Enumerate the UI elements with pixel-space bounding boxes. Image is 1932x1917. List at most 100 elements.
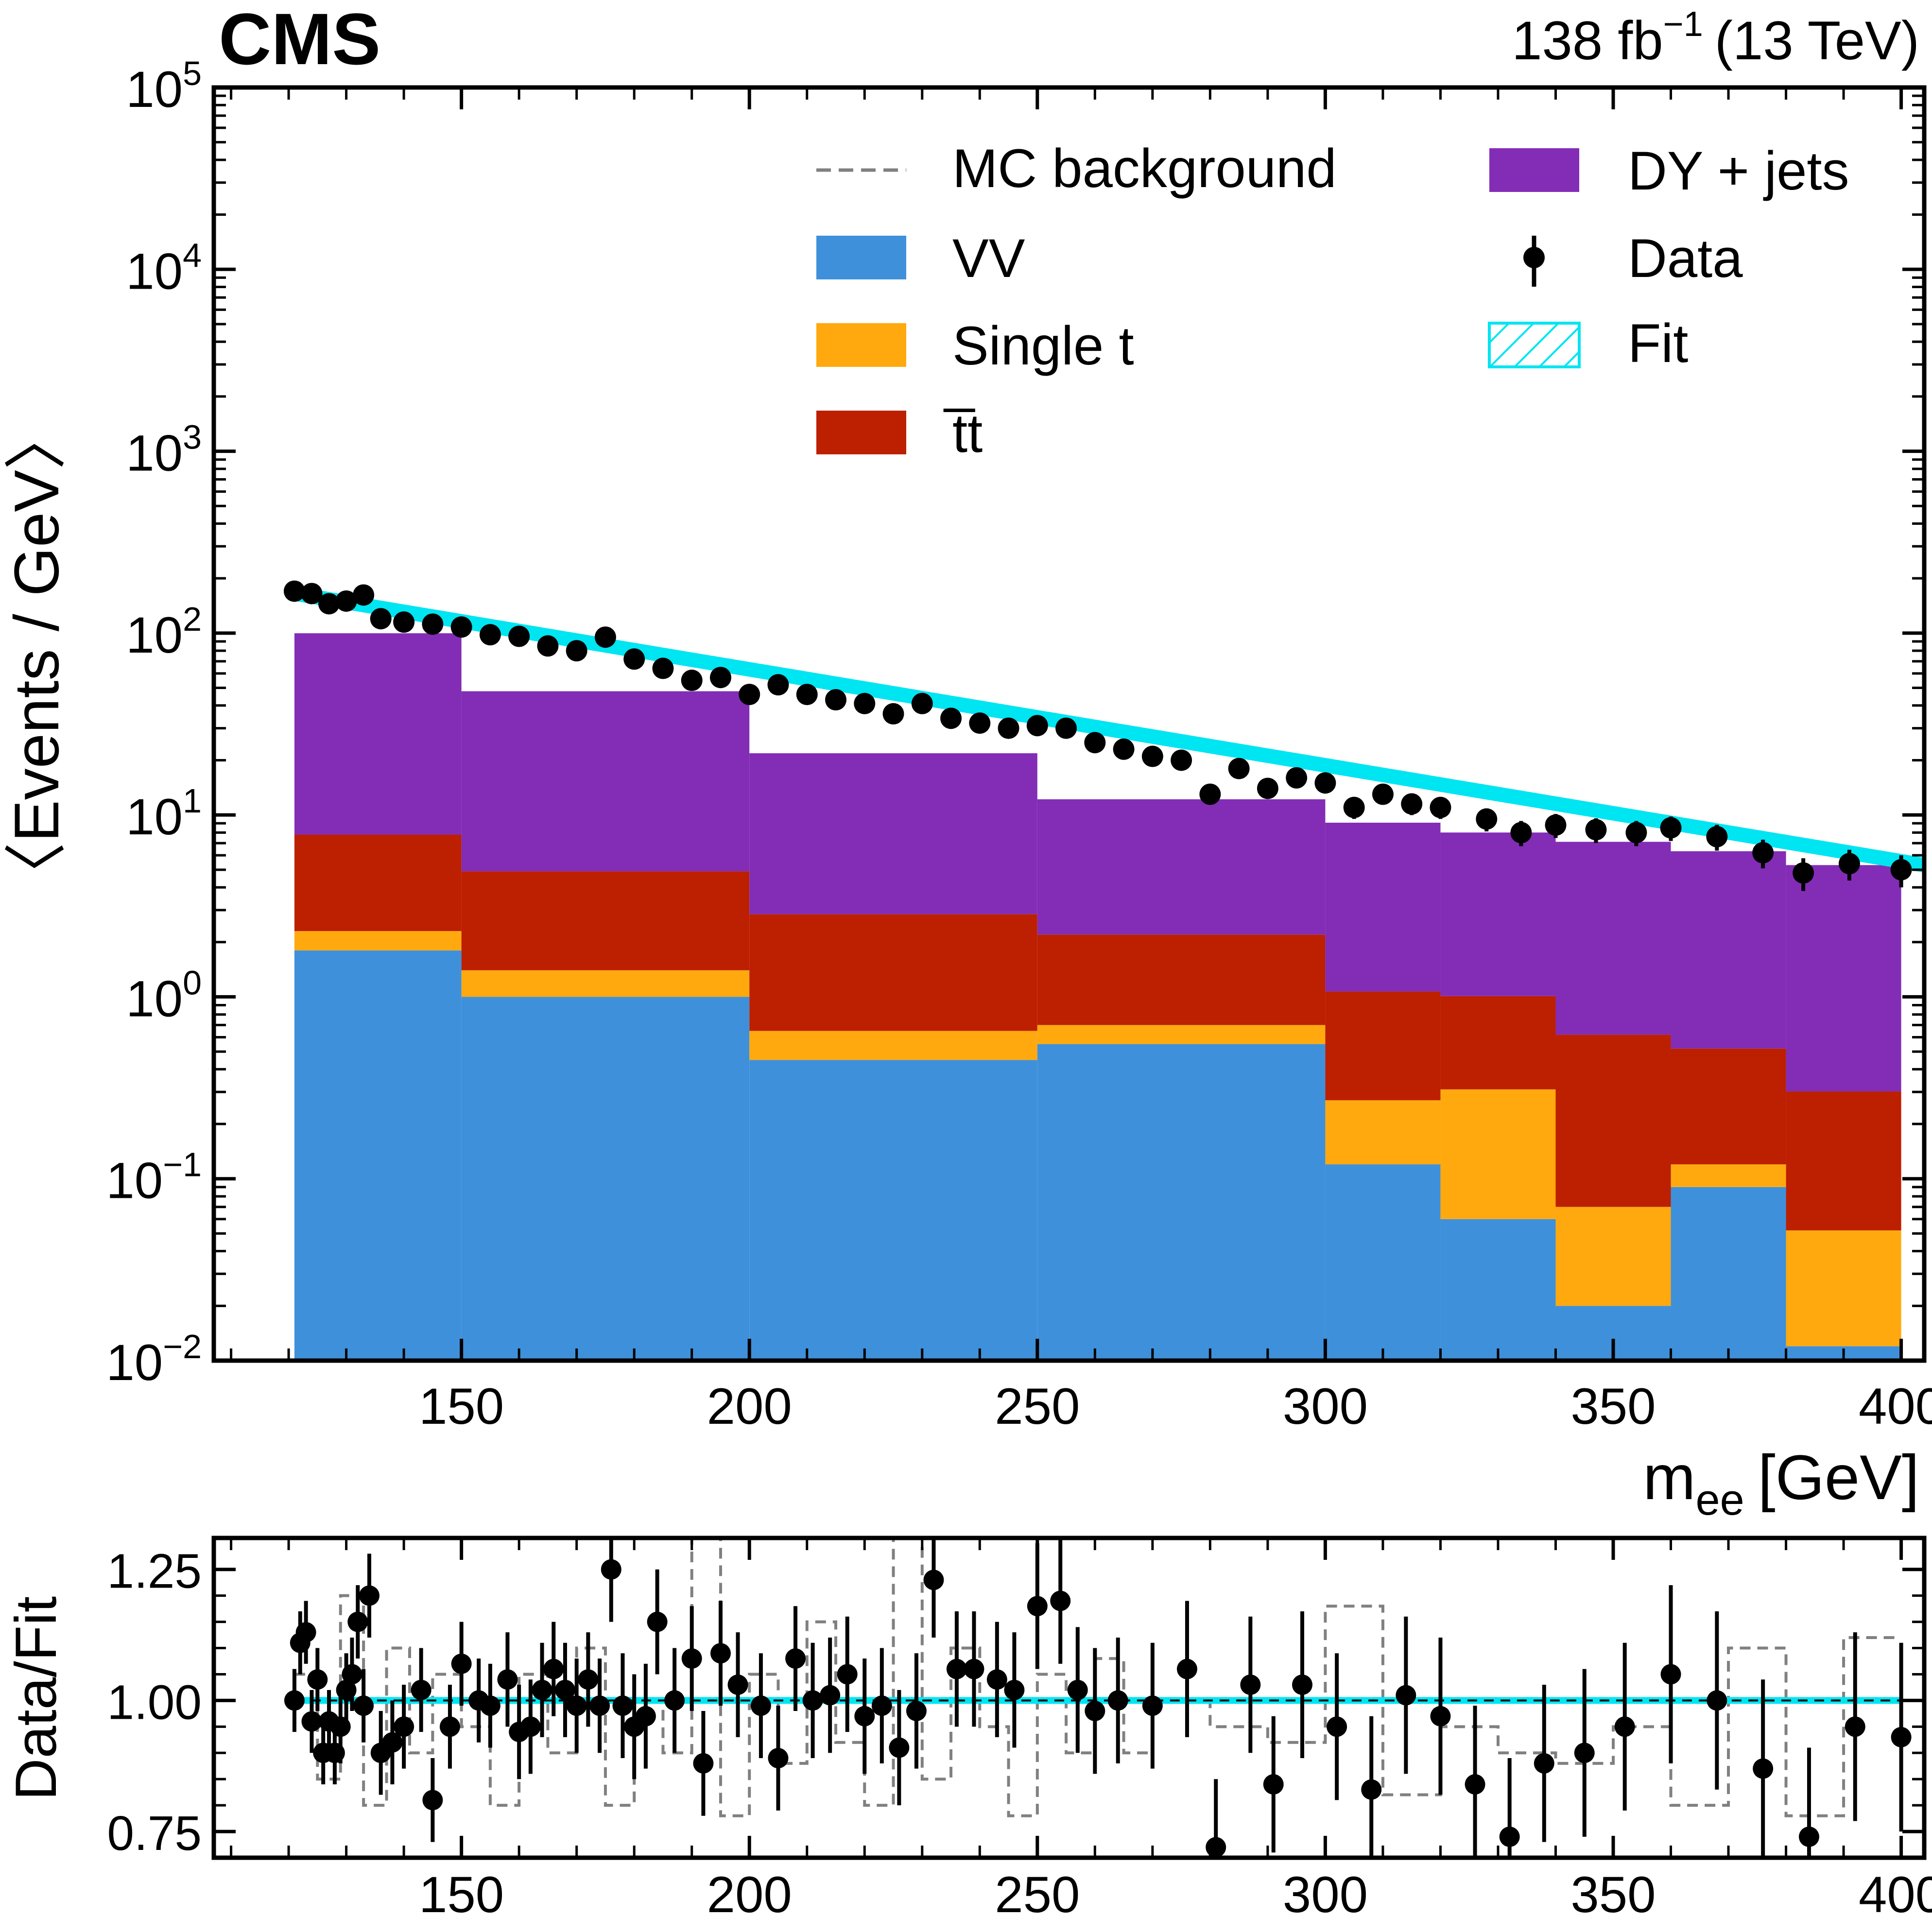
ratio-data-point [727, 1675, 748, 1695]
ratio-data-point [612, 1695, 633, 1716]
lumi-exponent: −1 [1663, 5, 1703, 44]
ratio-data-point [480, 1695, 500, 1716]
data-point [1141, 745, 1163, 767]
legend-ttbar-swatch [816, 411, 906, 454]
x-tick-label: 400 [1859, 1866, 1932, 1917]
hist-bar-dy-8 [1786, 865, 1901, 1092]
x-tick-label: 350 [1570, 1866, 1656, 1917]
ratio-data-point [1240, 1675, 1261, 1695]
experiment-label: CMS [219, 0, 380, 80]
legend-vv-label: VV [952, 228, 1025, 289]
data-point [301, 583, 323, 604]
ratio-data-point [1176, 1658, 1197, 1679]
ratio-frame [211, 1536, 1927, 1860]
data-point [370, 608, 392, 630]
main-y-axis-label: 〈Events / GeV〉 [1, 407, 72, 905]
data-point [1510, 822, 1532, 844]
ratio-data-point [347, 1611, 368, 1632]
hist-bar-dy-3 [1037, 799, 1326, 935]
ratio-data-point [1574, 1743, 1595, 1763]
ratio-data-points [284, 1538, 1912, 1858]
hist-bar-ttbar-2 [749, 914, 1037, 1031]
x-tick-label: 250 [995, 1866, 1080, 1917]
ratio-data-point [768, 1748, 789, 1769]
hist-bar-ttbar-5 [1440, 996, 1556, 1089]
hist-bar-dy-1 [461, 691, 750, 872]
ratio-y-tick-label: 1.25 [107, 1544, 202, 1599]
data-point [1286, 767, 1308, 789]
ratio-data-point [1534, 1753, 1554, 1774]
hist-bar-dy-4 [1325, 823, 1441, 992]
x-tick-label: 300 [1283, 1378, 1368, 1435]
y-tick-label: 10−1 [106, 1146, 202, 1209]
ratio-data-point [1142, 1695, 1163, 1716]
data-point [1585, 819, 1607, 841]
data-point [1343, 796, 1365, 818]
data-point [796, 684, 818, 706]
ratio-data-point [451, 1653, 472, 1674]
y-tick-label: 102 [126, 600, 202, 664]
data-point [537, 635, 559, 657]
ratio-data-point [439, 1716, 460, 1737]
data-point [998, 717, 1019, 739]
data-point [969, 712, 991, 734]
ratio-data-point [1465, 1774, 1485, 1795]
ratio-data-point [554, 1679, 575, 1700]
legend-ttbar-label: t̅t [943, 403, 983, 464]
ratio-data-point [295, 1622, 316, 1643]
ratio-y-tick-label: 0.75 [107, 1806, 202, 1861]
ratio-data-point [342, 1664, 362, 1685]
legend-single-t-swatch [816, 323, 906, 367]
ratio-data-point [693, 1753, 714, 1774]
ratio-data-point [1845, 1716, 1865, 1737]
hist-bar-single_t-0 [294, 931, 462, 950]
ratio-y-axis: 0.75 1.00 1.25 [107, 1544, 1924, 1861]
y-tick-label: 10−2 [106, 1328, 202, 1391]
x-tick-label: 200 [707, 1866, 792, 1917]
ratio-data-point [411, 1679, 431, 1700]
fit-band [293, 586, 1924, 873]
hist-bar-single_t-8 [1786, 1230, 1901, 1347]
data-point [652, 657, 674, 679]
main-panel: 10−2 10−1 100 101 102 103 104 105 150 200 250 300 3… [1, 54, 1932, 1524]
ratio-data-point [301, 1711, 322, 1732]
ratio-data-point [1430, 1706, 1451, 1727]
ratio-data-point [1396, 1685, 1416, 1706]
ratio-data-point [986, 1669, 1007, 1690]
hist-bar-vv-7 [1671, 1187, 1786, 1361]
ratio-data-point [1361, 1779, 1382, 1800]
ratio-data-point [601, 1559, 621, 1580]
legend-fit-swatch [1488, 322, 1581, 368]
hist-bar-ttbar-3 [1037, 934, 1326, 1025]
data-point [681, 670, 703, 691]
data-point [1838, 853, 1860, 875]
main-frame [211, 85, 1927, 1363]
data-point [1430, 796, 1451, 818]
legend-mc-background-label: MC background [952, 138, 1337, 199]
ratio-y-tick-label: 1.00 [107, 1675, 202, 1729]
data-point [854, 692, 876, 714]
main-x-axis-label: mee [GeV] [1643, 1442, 1919, 1524]
data-point [825, 689, 846, 711]
ratio-data-point [1027, 1596, 1048, 1617]
legend-dy-swatch [1489, 148, 1579, 192]
ratio-data-point [566, 1695, 587, 1716]
hist-bar-ttbar-6 [1555, 1035, 1671, 1207]
ratio-data-point [1263, 1774, 1284, 1795]
hist-bar-dy-7 [1671, 851, 1786, 1049]
lumi-energy-label: 138 fb−1 (13 TeV) [1512, 5, 1919, 71]
ratio-data-point [785, 1648, 806, 1669]
x-axis-symbol: m [1643, 1442, 1695, 1513]
ratio-data-point [1107, 1690, 1128, 1711]
y-tick-label: 101 [126, 782, 202, 846]
x-tick-label: 300 [1283, 1866, 1368, 1917]
hist-bar-dy-0 [294, 633, 462, 835]
data-point [1228, 758, 1250, 779]
ratio-data-point [635, 1706, 656, 1727]
ratio-panel: 0.75 1.00 1.25 150 200 250 300 350 400 Data/Fit [3, 1536, 1932, 1917]
hist-bar-vv-4 [1325, 1164, 1441, 1361]
x-axis-unit: [GeV] [1758, 1442, 1919, 1513]
legend-dy-label: DY + jets [1628, 140, 1849, 201]
ratio-data-point [497, 1669, 518, 1690]
data-point [882, 703, 904, 725]
